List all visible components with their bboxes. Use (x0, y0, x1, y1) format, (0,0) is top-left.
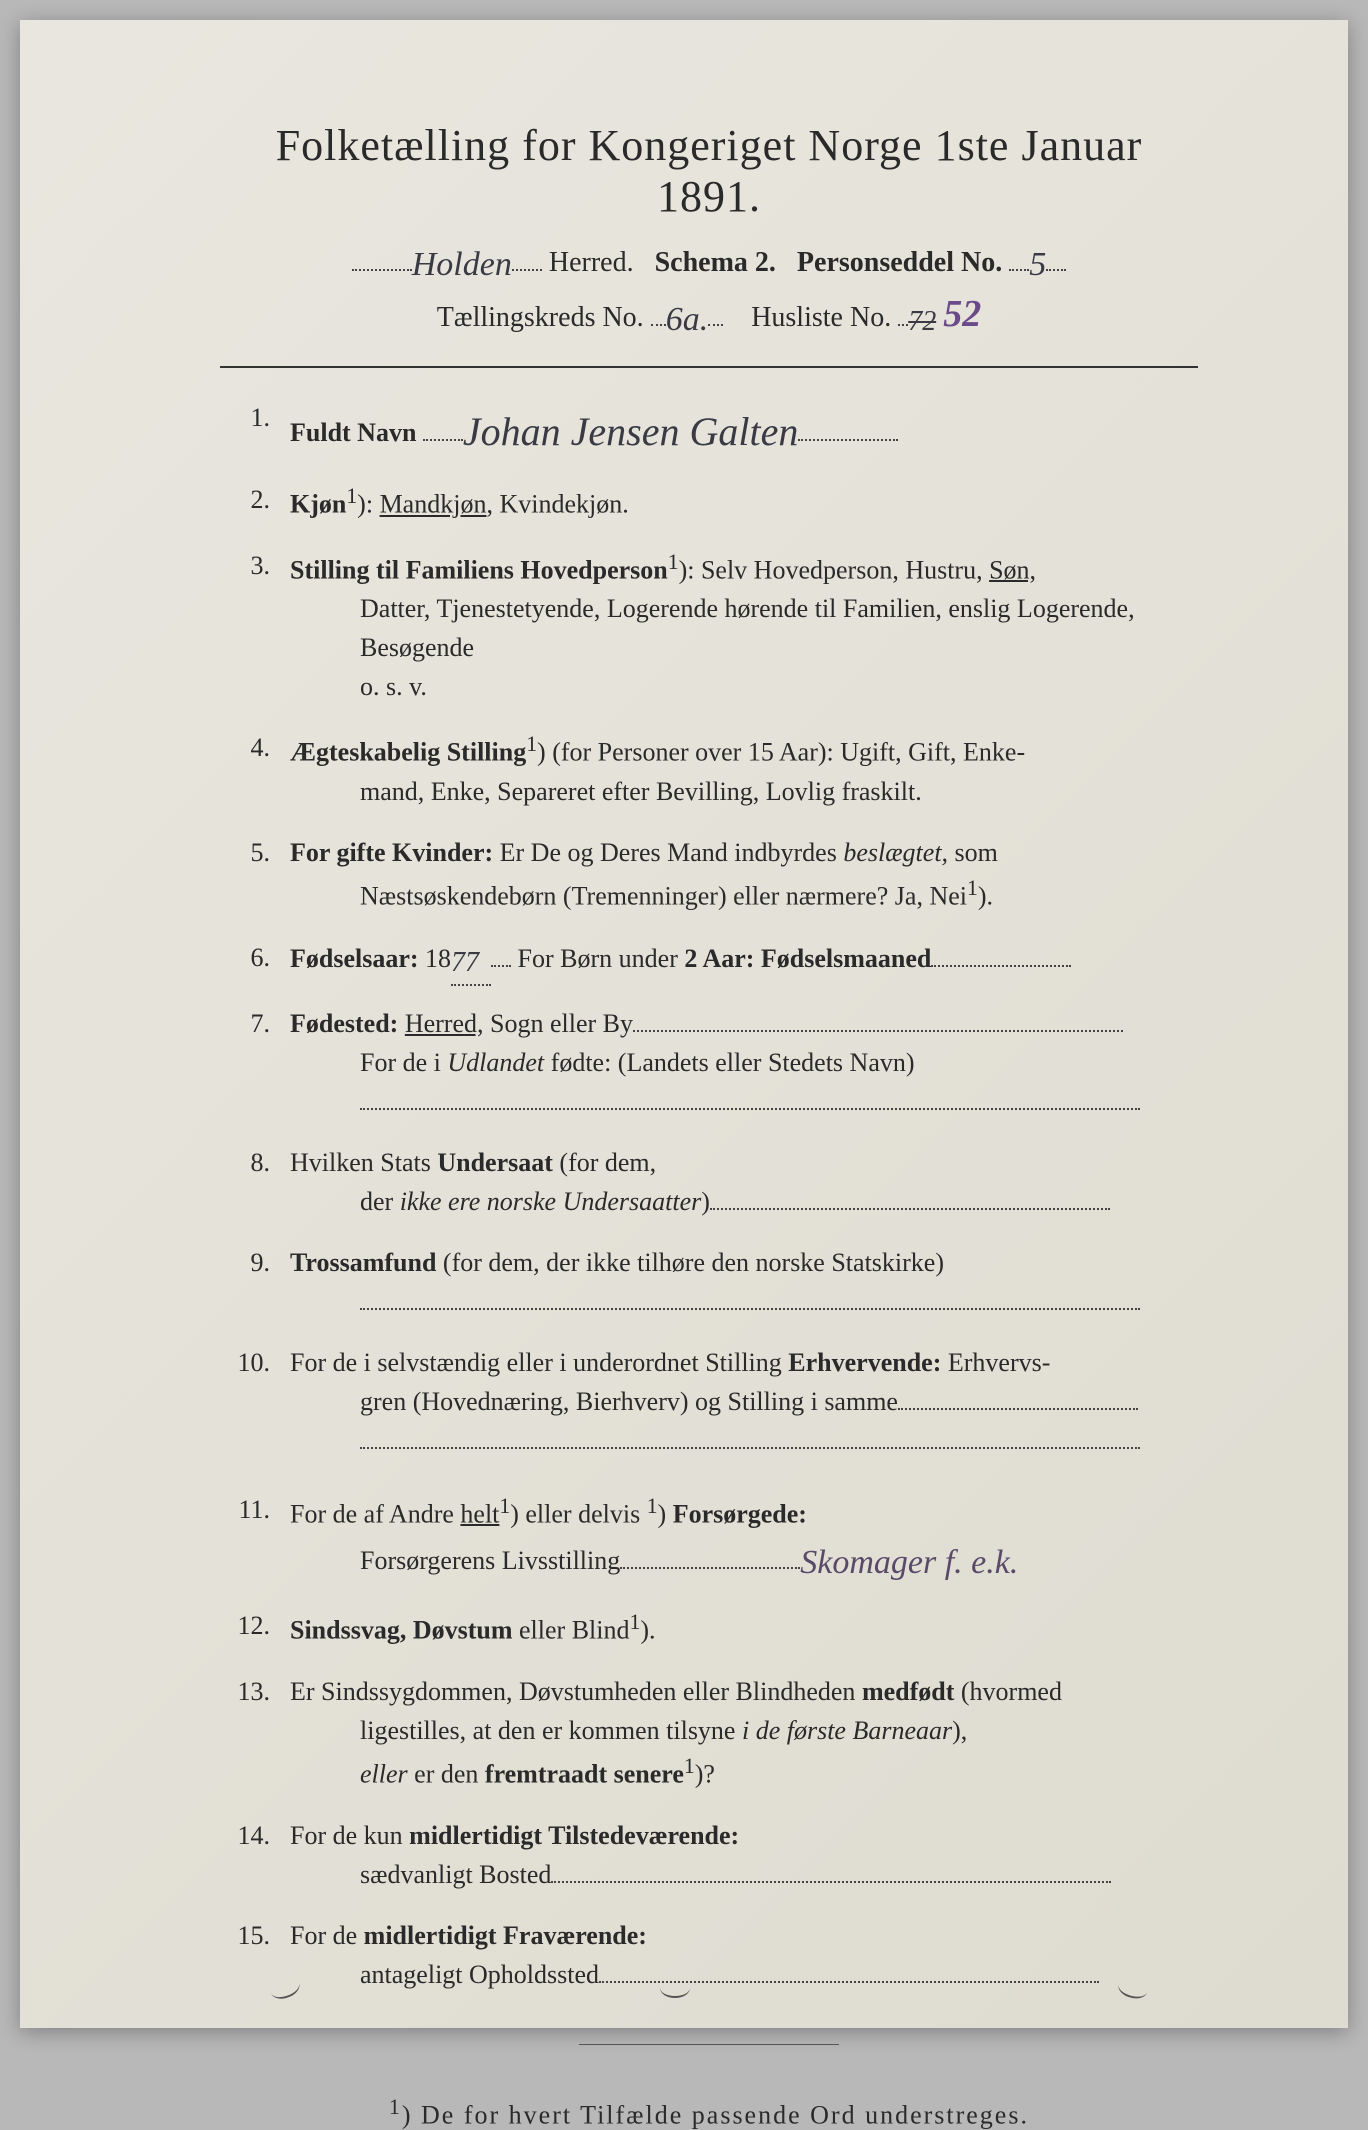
crease-mark (660, 1978, 690, 1998)
header-line-1: Holden Herred. Schema 2. Personseddel No… (220, 242, 1198, 280)
item-14: 14. For de kun midlertidigt Tilstedevære… (220, 1816, 1198, 1894)
label-3: Stilling til Familiens Hovedperson (290, 555, 668, 584)
divider (220, 366, 1198, 368)
census-form-page: Folketælling for Kongeriget Norge 1ste J… (20, 20, 1348, 2028)
item-1: 1. Fuldt Navn Johan Jensen Galten (220, 398, 1198, 458)
item-13: 13. Er Sindssygdommen, Døvstumheden elle… (220, 1672, 1198, 1794)
kreds-label: Tællingskreds No. (437, 302, 644, 333)
husliste-no: 52 (943, 292, 981, 336)
personseddel-label: Personseddel No. (797, 247, 1002, 278)
underlined-2: Mandkjøn (380, 490, 487, 519)
header-line-2: Tællingskreds No. 6a. Husliste No. 72 52 (220, 292, 1198, 336)
item-num-2: 2. (220, 480, 290, 524)
item-15: 15. For de midlertidigt Fraværende: anta… (220, 1916, 1198, 1994)
item-num-14: 14. (220, 1816, 290, 1894)
value-1: Johan Jensen Galten (463, 402, 798, 462)
footnote: 1) De for hvert Tilfælde passende Ord un… (220, 2095, 1198, 2130)
item-8: 8. Hvilken Stats Undersaat (for dem, der… (220, 1143, 1198, 1221)
label-5: For gifte Kvinder: (290, 838, 493, 867)
item-num-13: 13. (220, 1672, 290, 1794)
item-6: 6. Fødselsaar: 1877 For Børn under 2 Aar… (220, 938, 1198, 982)
item-num-12: 12. (220, 1606, 290, 1650)
item-2: 2. Kjøn1): Mandkjøn, Kvindekjøn. (220, 480, 1198, 524)
item-num-5: 5. (220, 833, 290, 916)
item-num-10: 10. (220, 1343, 290, 1460)
personseddel-no: 5 (1029, 246, 1046, 284)
label-6: Fødselsaar: (290, 944, 419, 973)
item-num-1: 1. (220, 398, 290, 458)
item-7: 7. Fødested: Herred, Sogn eller By For d… (220, 1004, 1198, 1121)
label-7: Fødested: (290, 1009, 398, 1038)
item-num-3: 3. (220, 546, 290, 707)
item-num-4: 4. (220, 728, 290, 811)
item-num-6: 6. (220, 938, 290, 982)
item-3: 3. Stilling til Familiens Hovedperson1):… (220, 546, 1198, 707)
label-2: Kjøn (290, 490, 346, 519)
footnote-divider (579, 2044, 839, 2045)
item-num-8: 8. (220, 1143, 290, 1221)
item-num-11: 11. (220, 1490, 290, 1585)
item-num-9: 9. (220, 1243, 290, 1321)
husliste-strike: 72 (908, 306, 936, 338)
form-title: Folketælling for Kongeriget Norge 1ste J… (220, 120, 1198, 222)
herred-value: Holden (412, 246, 512, 284)
item-5: 5. For gifte Kvinder: Er De og Deres Man… (220, 833, 1198, 916)
item-9: 9. Trossamfund (for dem, der ikke tilhør… (220, 1243, 1198, 1321)
kreds-no: 6a. (666, 301, 709, 339)
label-4: Ægteskabelig Stilling (290, 738, 526, 767)
label-9: Trossamfund (290, 1248, 436, 1277)
label-1: Fuldt Navn (290, 418, 416, 447)
herred-label: Herred. (549, 247, 634, 278)
item-num-7: 7. (220, 1004, 290, 1121)
item-10: 10. For de i selvstændig eller i underor… (220, 1343, 1198, 1460)
item-11: 11. For de af Andre helt1) eller delvis … (220, 1490, 1198, 1585)
husliste-label: Husliste No. (751, 302, 891, 333)
item-4: 4. Ægteskabelig Stilling1) (for Personer… (220, 728, 1198, 811)
schema-label: Schema 2. (655, 247, 776, 278)
item-12: 12. Sindssvag, Døvstum eller Blind1). (220, 1606, 1198, 1650)
